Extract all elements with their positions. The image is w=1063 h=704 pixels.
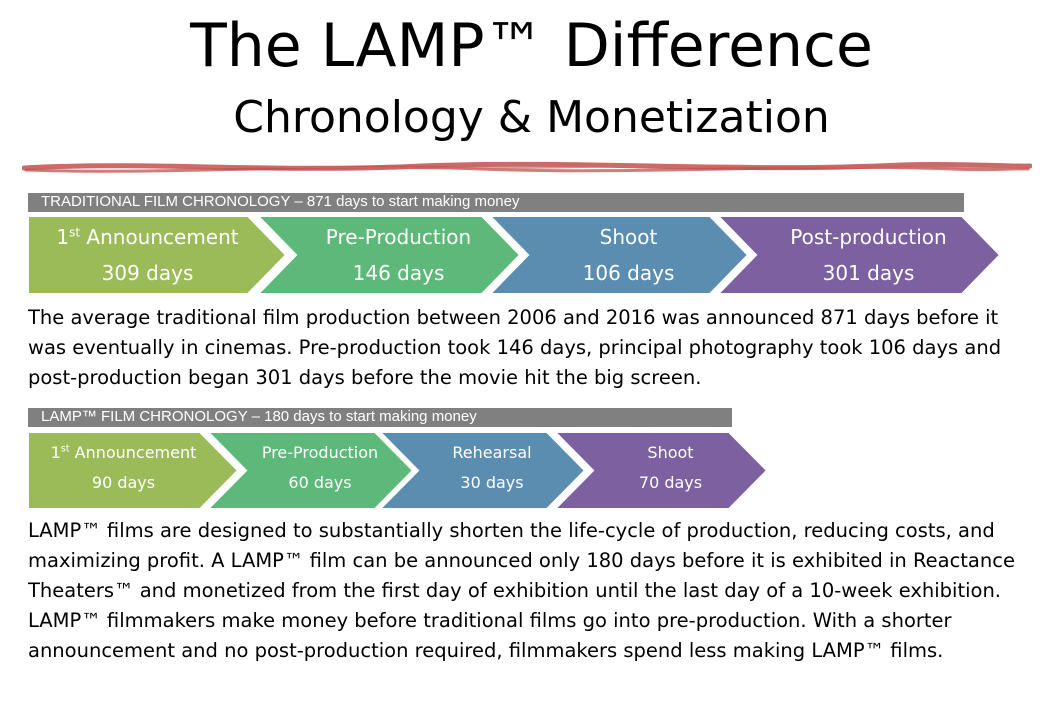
stage-name: Post-production [756,224,981,250]
stage-name: 1st Announcement [28,442,219,464]
stage-name-text: Announcement [69,443,197,462]
stage-duration: 70 days [638,473,703,492]
stage-duration: 60 days [288,473,352,492]
lamp-stage-2-label: Pre-Production 60 days [246,442,394,494]
lamp-chronology-header: LAMP™ FILM CHRONOLOGY – 180 days to star… [28,408,732,427]
stage-duration: 30 days [460,473,524,492]
stage-name: 1st Announcement [28,224,267,250]
traditional-description: The average traditional film production … [28,306,1002,389]
traditional-stage-1-label: 1st Announcement 309 days [28,224,267,286]
stage-name: Pre-Production [246,442,394,464]
stage-name-text: Rehearsal [452,443,532,462]
stage-ordinal-suffix: st [69,225,81,240]
stage-duration: 146 days [352,261,445,285]
stage-name: Shoot [528,224,729,250]
stage-duration: 301 days [822,261,915,285]
lamp-stage-1-label: 1st Announcement 90 days [28,442,219,494]
stage-duration: 106 days [582,261,675,285]
lamp-stage-3-label: Rehearsal 30 days [418,442,566,494]
red-underline-decoration [22,161,1032,173]
page-subtitle: Chronology & Monetization [233,92,830,143]
stage-name-text: Shoot [647,443,694,462]
stage-name: Rehearsal [418,442,566,464]
traditional-stage-4-label: Post-production 301 days [756,224,981,286]
traditional-chronology-header: TRADITIONAL FILM CHRONOLOGY – 871 days t… [28,193,964,212]
stage-ordinal: 1 [50,443,61,462]
stage-name-text: Pre-Production [325,225,472,249]
stage-name-text: Shoot [599,225,658,249]
lamp-stage-4-label: Shoot 70 days [593,442,748,494]
stage-name: Shoot [593,442,748,464]
stage-name-text: Pre-Production [261,443,379,462]
stage-ordinal-suffix: st [60,443,70,455]
stage-name-text: Announcement [80,225,239,249]
traditional-stage-3-label: Shoot 106 days [528,224,729,286]
stage-name: Pre-Production [296,224,501,250]
traditional-stage-2-label: Pre-Production 146 days [296,224,501,286]
stage-ordinal: 1 [56,225,70,249]
stage-name-text: Post-production [790,225,947,249]
page-title: The LAMP™ Difference [190,11,873,81]
stage-duration: 90 days [91,473,156,492]
stage-duration: 309 days [101,261,194,285]
lamp-description: LAMP™ films are designed to substantiall… [28,519,1015,662]
